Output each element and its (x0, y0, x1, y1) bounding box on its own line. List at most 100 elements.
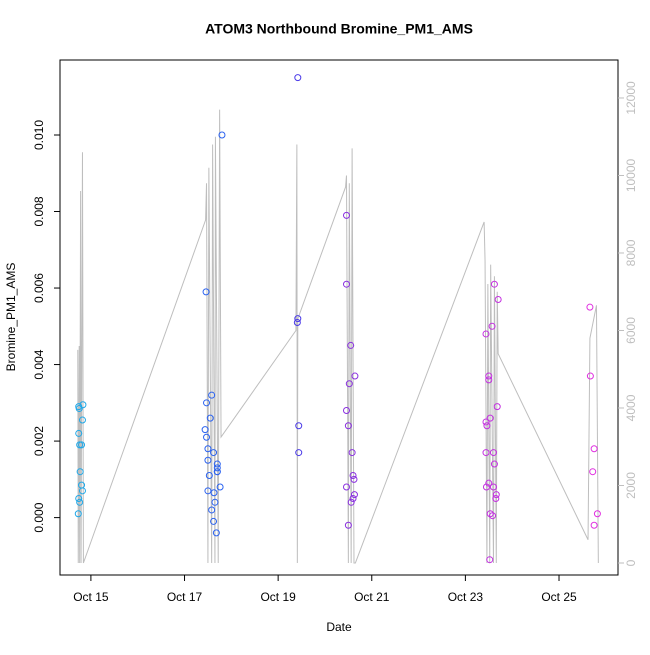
point (486, 414, 494, 422)
x-axis-label: Date (326, 620, 352, 634)
point (203, 433, 211, 441)
point (488, 322, 496, 330)
x-tick-label: Oct 17 (167, 590, 203, 604)
x-tick-label: Oct 25 (541, 590, 577, 604)
point (489, 512, 497, 520)
point (295, 449, 303, 457)
point (483, 422, 491, 430)
point (350, 475, 358, 483)
point (482, 418, 490, 426)
point (211, 498, 219, 506)
x-tick-label: Oct 15 (73, 590, 109, 604)
point (293, 318, 301, 326)
y2-tick-label: 4000 (624, 394, 638, 421)
y-tick-label: 0.006 (32, 273, 46, 303)
point (485, 376, 493, 384)
point (204, 445, 212, 453)
y-tick-label: 0.002 (32, 426, 46, 456)
point (492, 491, 500, 499)
point (494, 296, 502, 304)
point (586, 372, 594, 380)
point (350, 491, 358, 499)
point (593, 510, 601, 518)
point (590, 521, 598, 529)
y2-tick-label: 8000 (624, 239, 638, 266)
point (208, 391, 216, 399)
y-axis-label: Bromine_PM1_AMS (4, 263, 18, 372)
point (490, 460, 498, 468)
point (490, 280, 498, 288)
x-tick-label: Oct 21 (354, 590, 390, 604)
point (485, 372, 493, 380)
point (208, 506, 216, 514)
point (205, 472, 213, 480)
x-tick-label: Oct 23 (448, 590, 484, 604)
point (204, 456, 212, 464)
point (493, 403, 501, 411)
point (75, 494, 83, 502)
point (349, 494, 357, 502)
point (206, 414, 214, 422)
point (344, 521, 352, 529)
point (75, 405, 83, 413)
point (485, 479, 493, 487)
y2-tick-label: 10000 (624, 158, 638, 192)
chart-title: ATOM3 Northbound Bromine_PM1_AMS (205, 21, 473, 37)
point (210, 449, 218, 457)
y2-tick-label: 2000 (624, 472, 638, 499)
point (75, 429, 83, 437)
point (590, 445, 598, 453)
point (482, 449, 490, 457)
point (294, 74, 302, 82)
point (218, 131, 226, 139)
point (76, 498, 84, 506)
point (212, 529, 220, 537)
point (489, 449, 497, 457)
point (589, 468, 597, 476)
point (78, 416, 86, 424)
y-tick-label: 0.004 (32, 349, 46, 379)
point (78, 441, 86, 449)
point (202, 288, 210, 296)
x-tick-label: Oct 19 (260, 590, 296, 604)
point (342, 280, 350, 288)
point (210, 489, 218, 497)
point (204, 487, 212, 495)
point (342, 483, 350, 491)
y-tick-label: 0.010 (32, 120, 46, 150)
y2-tick-label: 0 (624, 559, 638, 566)
point (210, 517, 218, 525)
point (76, 468, 84, 476)
altitude-line (77, 109, 599, 564)
point (213, 468, 221, 476)
point (486, 556, 494, 564)
point (295, 422, 303, 430)
point (74, 510, 82, 518)
point (201, 426, 209, 434)
point (216, 483, 224, 491)
point (349, 472, 357, 480)
point (348, 449, 356, 457)
point (492, 494, 500, 502)
plot-box (59, 59, 619, 576)
point (342, 211, 350, 219)
point (345, 380, 353, 388)
point (342, 406, 350, 414)
point (344, 422, 352, 430)
point (486, 510, 494, 518)
point (294, 315, 302, 323)
point (586, 303, 594, 311)
point (203, 399, 211, 407)
point (489, 483, 497, 491)
y2-tick-label: 6000 (624, 317, 638, 344)
point (78, 487, 86, 495)
y-tick-label: 0.008 (32, 196, 46, 226)
point (347, 341, 355, 349)
point (351, 372, 359, 380)
point (482, 483, 490, 491)
point (482, 330, 490, 338)
point (213, 460, 221, 468)
y-tick-label: 0.000 (32, 502, 46, 532)
point (79, 401, 87, 409)
